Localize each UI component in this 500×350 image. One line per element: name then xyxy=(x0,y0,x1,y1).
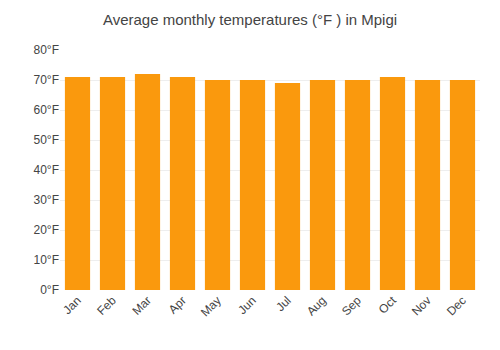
svg-text:Jun: Jun xyxy=(235,293,259,317)
svg-text:10°F: 10°F xyxy=(34,253,59,267)
svg-text:Jul: Jul xyxy=(273,293,294,314)
svg-text:60°F: 60°F xyxy=(34,103,59,117)
svg-text:20°F: 20°F xyxy=(34,223,59,237)
svg-text:Dec: Dec xyxy=(444,293,469,318)
svg-text:Average monthly temperatures (: Average monthly temperatures (°F ) in Mp… xyxy=(103,11,397,28)
svg-text:0°F: 0°F xyxy=(40,283,59,297)
svg-text:Aug: Aug xyxy=(304,293,329,318)
svg-text:Nov: Nov xyxy=(409,293,434,318)
svg-text:Apr: Apr xyxy=(166,293,189,316)
svg-text:30°F: 30°F xyxy=(34,193,59,207)
svg-text:40°F: 40°F xyxy=(34,163,59,177)
svg-text:50°F: 50°F xyxy=(34,133,59,147)
svg-text:Oct: Oct xyxy=(376,293,400,317)
svg-text:Sep: Sep xyxy=(339,293,364,318)
svg-text:Feb: Feb xyxy=(94,293,119,318)
svg-text:80°F: 80°F xyxy=(34,43,59,57)
svg-text:May: May xyxy=(198,293,224,319)
svg-text:Mar: Mar xyxy=(129,293,154,318)
svg-text:Jan: Jan xyxy=(60,293,84,317)
svg-text:70°F: 70°F xyxy=(34,73,59,87)
